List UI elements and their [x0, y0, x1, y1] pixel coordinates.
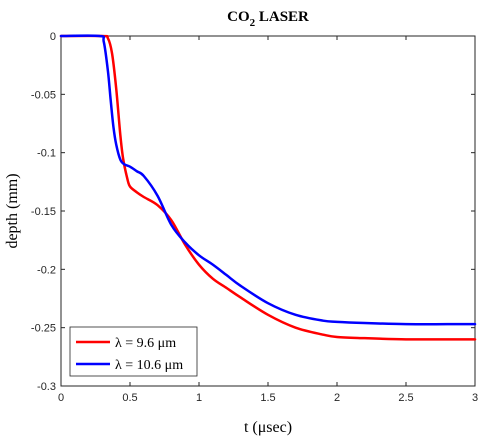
y-tick-label: -0.25: [31, 323, 56, 335]
series-line-2: [59, 34, 477, 326]
x-tick-label: 1: [196, 392, 202, 404]
y-axis-ticks: 0 -0.05 -0.1 -0.15 -0.2 -0.25 -0.3: [31, 31, 475, 393]
x-tick-label: 1.5: [260, 392, 275, 404]
x-tick-label: 2: [334, 392, 340, 404]
x-tick-label: 0: [58, 392, 64, 404]
legend-label-series-1: λ = 9.6 μm: [115, 336, 176, 351]
x-tick-label: 3: [472, 392, 478, 404]
x-tick-label: 0.5: [122, 392, 137, 404]
series-layer: [59, 34, 477, 341]
y-axis-label: depth (mm): [4, 173, 21, 248]
x-axis-label: t (μsec): [244, 419, 292, 436]
x-axis-ticks: 0 0.5 1 1.5 2 2.5 3: [58, 36, 478, 404]
chart-title-rest: LASER: [255, 9, 309, 25]
chart-title: CO2 LASER: [227, 9, 309, 29]
y-tick-label: -0.15: [31, 206, 56, 218]
chart-title-main: CO: [227, 9, 250, 25]
legend-label-series-2: λ = 10.6 μm: [115, 358, 183, 373]
chart-title-subscript: 2: [250, 17, 256, 29]
y-tick-label: -0.3: [37, 381, 56, 393]
y-tick-label: 0: [50, 31, 56, 43]
y-tick-label: -0.05: [31, 89, 56, 101]
series-line-1: [59, 34, 477, 341]
legend: λ = 9.6 μm λ = 10.6 μm: [69, 326, 198, 377]
y-tick-label: -0.2: [37, 264, 56, 276]
x-tick-label: 2.5: [398, 392, 413, 404]
y-tick-label: -0.1: [37, 148, 56, 160]
legend-box: [69, 326, 198, 377]
